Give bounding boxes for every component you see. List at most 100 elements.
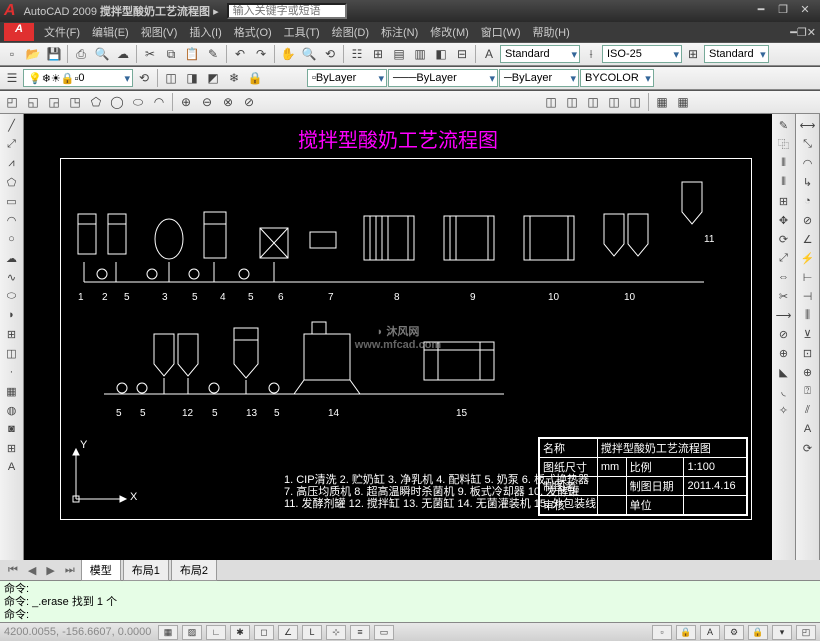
spline-icon[interactable]: ∿: [2, 268, 22, 286]
d9-icon[interactable]: ⊕: [176, 92, 196, 112]
trim-icon[interactable]: ✂: [774, 287, 794, 305]
toolbar-lock-icon[interactable]: 🔒: [748, 625, 768, 640]
dimrad-icon[interactable]: ◔: [798, 192, 818, 210]
layer-match-icon[interactable]: ◫: [161, 68, 181, 88]
tool-palette-icon[interactable]: ▤: [389, 44, 409, 64]
copy2-icon[interactable]: ⿻: [774, 135, 794, 153]
help-search-input[interactable]: [227, 3, 347, 19]
menu-window[interactable]: 窗口(W): [475, 24, 527, 40]
text-style-icon[interactable]: A: [479, 44, 499, 64]
dimdia-icon[interactable]: ⊘: [798, 211, 818, 229]
ortho-toggle[interactable]: ∟: [206, 625, 226, 640]
dimbas-icon[interactable]: ⊢: [798, 268, 818, 286]
mirror-icon[interactable]: ⦀: [774, 154, 794, 172]
save-icon[interactable]: 💾: [44, 44, 64, 64]
layer-prev-icon[interactable]: ⟲: [134, 68, 154, 88]
dimord-icon[interactable]: ↳: [798, 173, 818, 191]
layer-lock-icon[interactable]: 🔒: [245, 68, 265, 88]
dimupd-icon[interactable]: ⟳: [798, 439, 818, 457]
d12-icon[interactable]: ⊘: [239, 92, 259, 112]
layer-freeze-icon[interactable]: ❄: [224, 68, 244, 88]
publish-icon[interactable]: ☁: [113, 44, 133, 64]
dimobl-icon[interactable]: ⫽: [798, 401, 818, 419]
minimize-button[interactable]: ━: [750, 3, 772, 19]
point-icon[interactable]: ·: [2, 363, 22, 381]
dimali-icon[interactable]: ⤡: [798, 135, 818, 153]
d8-icon[interactable]: ◠: [149, 92, 169, 112]
d3-icon[interactable]: ◲: [44, 92, 64, 112]
line-icon[interactable]: ╱: [2, 116, 22, 134]
table-style-icon[interactable]: ⊞: [683, 44, 703, 64]
dimspc-icon[interactable]: ⫼: [798, 306, 818, 324]
block-icon[interactable]: ◫: [2, 344, 22, 362]
arc-icon[interactable]: ◠: [2, 211, 22, 229]
app-menu-icon[interactable]: A: [4, 23, 34, 41]
table-style-combo[interactable]: Standard: [704, 45, 769, 63]
annoscale-icon[interactable]: 🔒: [676, 625, 696, 640]
otrack-toggle[interactable]: ∠: [278, 625, 298, 640]
new-icon[interactable]: ▫: [2, 44, 22, 64]
paste-icon[interactable]: 📋: [182, 44, 202, 64]
ws4-icon[interactable]: ◫: [604, 92, 624, 112]
menu-draw[interactable]: 绘图(D): [326, 24, 375, 40]
rect-icon[interactable]: ▭: [2, 192, 22, 210]
menu-insert[interactable]: 插入(I): [183, 24, 227, 40]
stretch-icon[interactable]: ⇔: [774, 268, 794, 286]
dsn-center-icon[interactable]: ⊞: [368, 44, 388, 64]
d1-icon[interactable]: ◰: [2, 92, 22, 112]
d6-icon[interactable]: ◯: [107, 92, 127, 112]
linetype-combo[interactable]: ─── ByLayer: [388, 69, 498, 87]
dimarc-icon[interactable]: ◠: [798, 154, 818, 172]
hw-accel-icon[interactable]: ▾: [772, 625, 792, 640]
dimted-icon[interactable]: A: [798, 420, 818, 438]
tab-layout2[interactable]: 布局2: [171, 559, 217, 581]
markup-icon[interactable]: ◧: [431, 44, 451, 64]
ducs-toggle[interactable]: L: [302, 625, 322, 640]
d11-icon[interactable]: ⊗: [218, 92, 238, 112]
menu-dimension[interactable]: 标注(N): [375, 24, 424, 40]
d10-icon[interactable]: ⊖: [197, 92, 217, 112]
scale-icon[interactable]: ⤢: [774, 249, 794, 267]
extend-icon[interactable]: ⟶: [774, 306, 794, 324]
open-icon[interactable]: 📂: [23, 44, 43, 64]
polar-toggle[interactable]: ✱: [230, 625, 250, 640]
hatch-icon[interactable]: ▦: [2, 382, 22, 400]
d7-icon[interactable]: ⬭: [128, 92, 148, 112]
polygon-icon[interactable]: ⬠: [2, 173, 22, 191]
ws-switch-icon[interactable]: ⚙: [724, 625, 744, 640]
sheet-set-icon[interactable]: ▥: [410, 44, 430, 64]
cut-icon[interactable]: ✂: [140, 44, 160, 64]
properties-icon[interactable]: ☷: [347, 44, 367, 64]
doc-close-button[interactable]: ✕: [807, 26, 816, 39]
dyn-toggle[interactable]: ⊹: [326, 625, 346, 640]
clean-screen-icon[interactable]: ◰: [796, 625, 816, 640]
ellipse-arc-icon[interactable]: ◗: [2, 306, 22, 324]
menu-format[interactable]: 格式(O): [228, 24, 278, 40]
gradient-icon[interactable]: ◍: [2, 401, 22, 419]
menu-view[interactable]: 视图(V): [135, 24, 184, 40]
chamfer-icon[interactable]: ◣: [774, 363, 794, 381]
drawing-canvas[interactable]: 搅拌型酸奶工艺流程图: [24, 114, 772, 560]
fillet-icon[interactable]: ◟: [774, 382, 794, 400]
ws1-icon[interactable]: ◫: [541, 92, 561, 112]
menu-file[interactable]: 文件(F): [38, 24, 86, 40]
revcloud-icon[interactable]: ☁: [2, 249, 22, 267]
match-icon[interactable]: ✎: [203, 44, 223, 64]
tab-last-icon[interactable]: ⏭: [61, 564, 79, 577]
offset-icon[interactable]: ⫴: [774, 173, 794, 191]
ws5-icon[interactable]: ◫: [625, 92, 645, 112]
move-icon[interactable]: ✥: [774, 211, 794, 229]
erase-icon[interactable]: ✎: [774, 116, 794, 134]
ws7-icon[interactable]: ▦: [673, 92, 693, 112]
doc-minimize-button[interactable]: ━: [790, 26, 797, 39]
model-button[interactable]: ▫: [652, 625, 672, 640]
ws3-icon[interactable]: ◫: [583, 92, 603, 112]
plotstyle-combo[interactable]: BYCOLOR: [580, 69, 654, 87]
ws6-icon[interactable]: ▦: [652, 92, 672, 112]
doc-restore-button[interactable]: ❐: [797, 26, 807, 39]
lwt-toggle[interactable]: ≡: [350, 625, 370, 640]
explode-icon[interactable]: ✧: [774, 401, 794, 419]
region-icon[interactable]: ◙: [2, 420, 22, 438]
tab-layout1[interactable]: 布局1: [123, 559, 169, 581]
dimcon-icon[interactable]: ⊣: [798, 287, 818, 305]
